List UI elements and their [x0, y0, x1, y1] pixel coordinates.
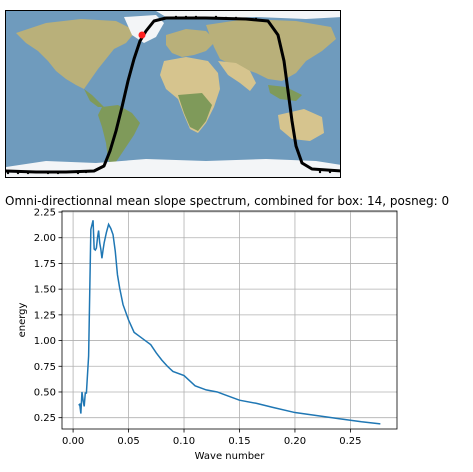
y-tick-label: 1.00 — [34, 336, 56, 347]
track-dot — [84, 170, 88, 174]
map-arabia-india — [218, 61, 256, 91]
x-axis-ticks: 0.00 0.05 0.10 0.15 0.20 0.25 — [62, 429, 362, 447]
satellite-track-dots — [6, 15, 332, 175]
y-axis-label: energy — [17, 302, 28, 337]
track-dot — [224, 16, 228, 20]
map-australia — [278, 109, 324, 141]
y-tick-label: 2.00 — [34, 233, 56, 244]
x-tick-label: 0.10 — [173, 436, 195, 447]
map-land — [6, 11, 340, 177]
x-tick-label: 0.15 — [228, 436, 250, 447]
x-axis-label: Wave number — [195, 451, 266, 462]
current-position-marker — [138, 31, 146, 39]
track-dot — [16, 171, 20, 175]
y-tick-label: 2.25 — [34, 208, 56, 219]
y-tick-label: 1.25 — [34, 310, 56, 321]
y-tick-label: 1.50 — [34, 285, 56, 296]
chart-title: Omni-directionnal mean slope spectrum, c… — [5, 194, 450, 208]
y-axis-ticks: 0.25 0.50 0.75 1.00 1.25 1.50 1.75 2.00 2.25 — [34, 208, 62, 424]
track-dot — [194, 15, 198, 19]
y-tick-label: 0.75 — [34, 362, 56, 373]
track-dot — [254, 17, 258, 21]
x-tick-label: 0.25 — [339, 436, 361, 447]
plot-frame — [61, 210, 398, 430]
track-dot — [6, 171, 10, 175]
y-tick-label: 0.50 — [34, 387, 56, 398]
satellite-track — [6, 16, 340, 174]
map-north-america — [16, 19, 136, 89]
y-tick-label: 0.25 — [34, 413, 56, 424]
track-dot — [234, 16, 238, 20]
x-tick-label: 0.20 — [284, 436, 306, 447]
world-map-panel — [5, 10, 341, 178]
track-dot — [184, 15, 188, 19]
track-dot — [318, 170, 322, 174]
world-map — [6, 11, 340, 177]
track-dot — [26, 171, 30, 175]
track-dot — [46, 171, 50, 175]
x-tick-label: 0.05 — [117, 436, 139, 447]
track-dot — [76, 171, 80, 175]
track-dot — [214, 15, 218, 19]
map-europe — [166, 29, 216, 57]
chart-grid — [62, 211, 397, 429]
track-dot — [56, 171, 60, 175]
map-se-asia — [268, 85, 302, 101]
map-africa-green — [178, 93, 212, 131]
x-tick-label: 0.00 — [62, 436, 84, 447]
series-line — [78, 220, 381, 425]
track-dot — [174, 15, 178, 19]
track-dot — [328, 170, 332, 174]
map-central-america — [84, 89, 104, 107]
y-tick-label: 1.75 — [34, 259, 56, 270]
